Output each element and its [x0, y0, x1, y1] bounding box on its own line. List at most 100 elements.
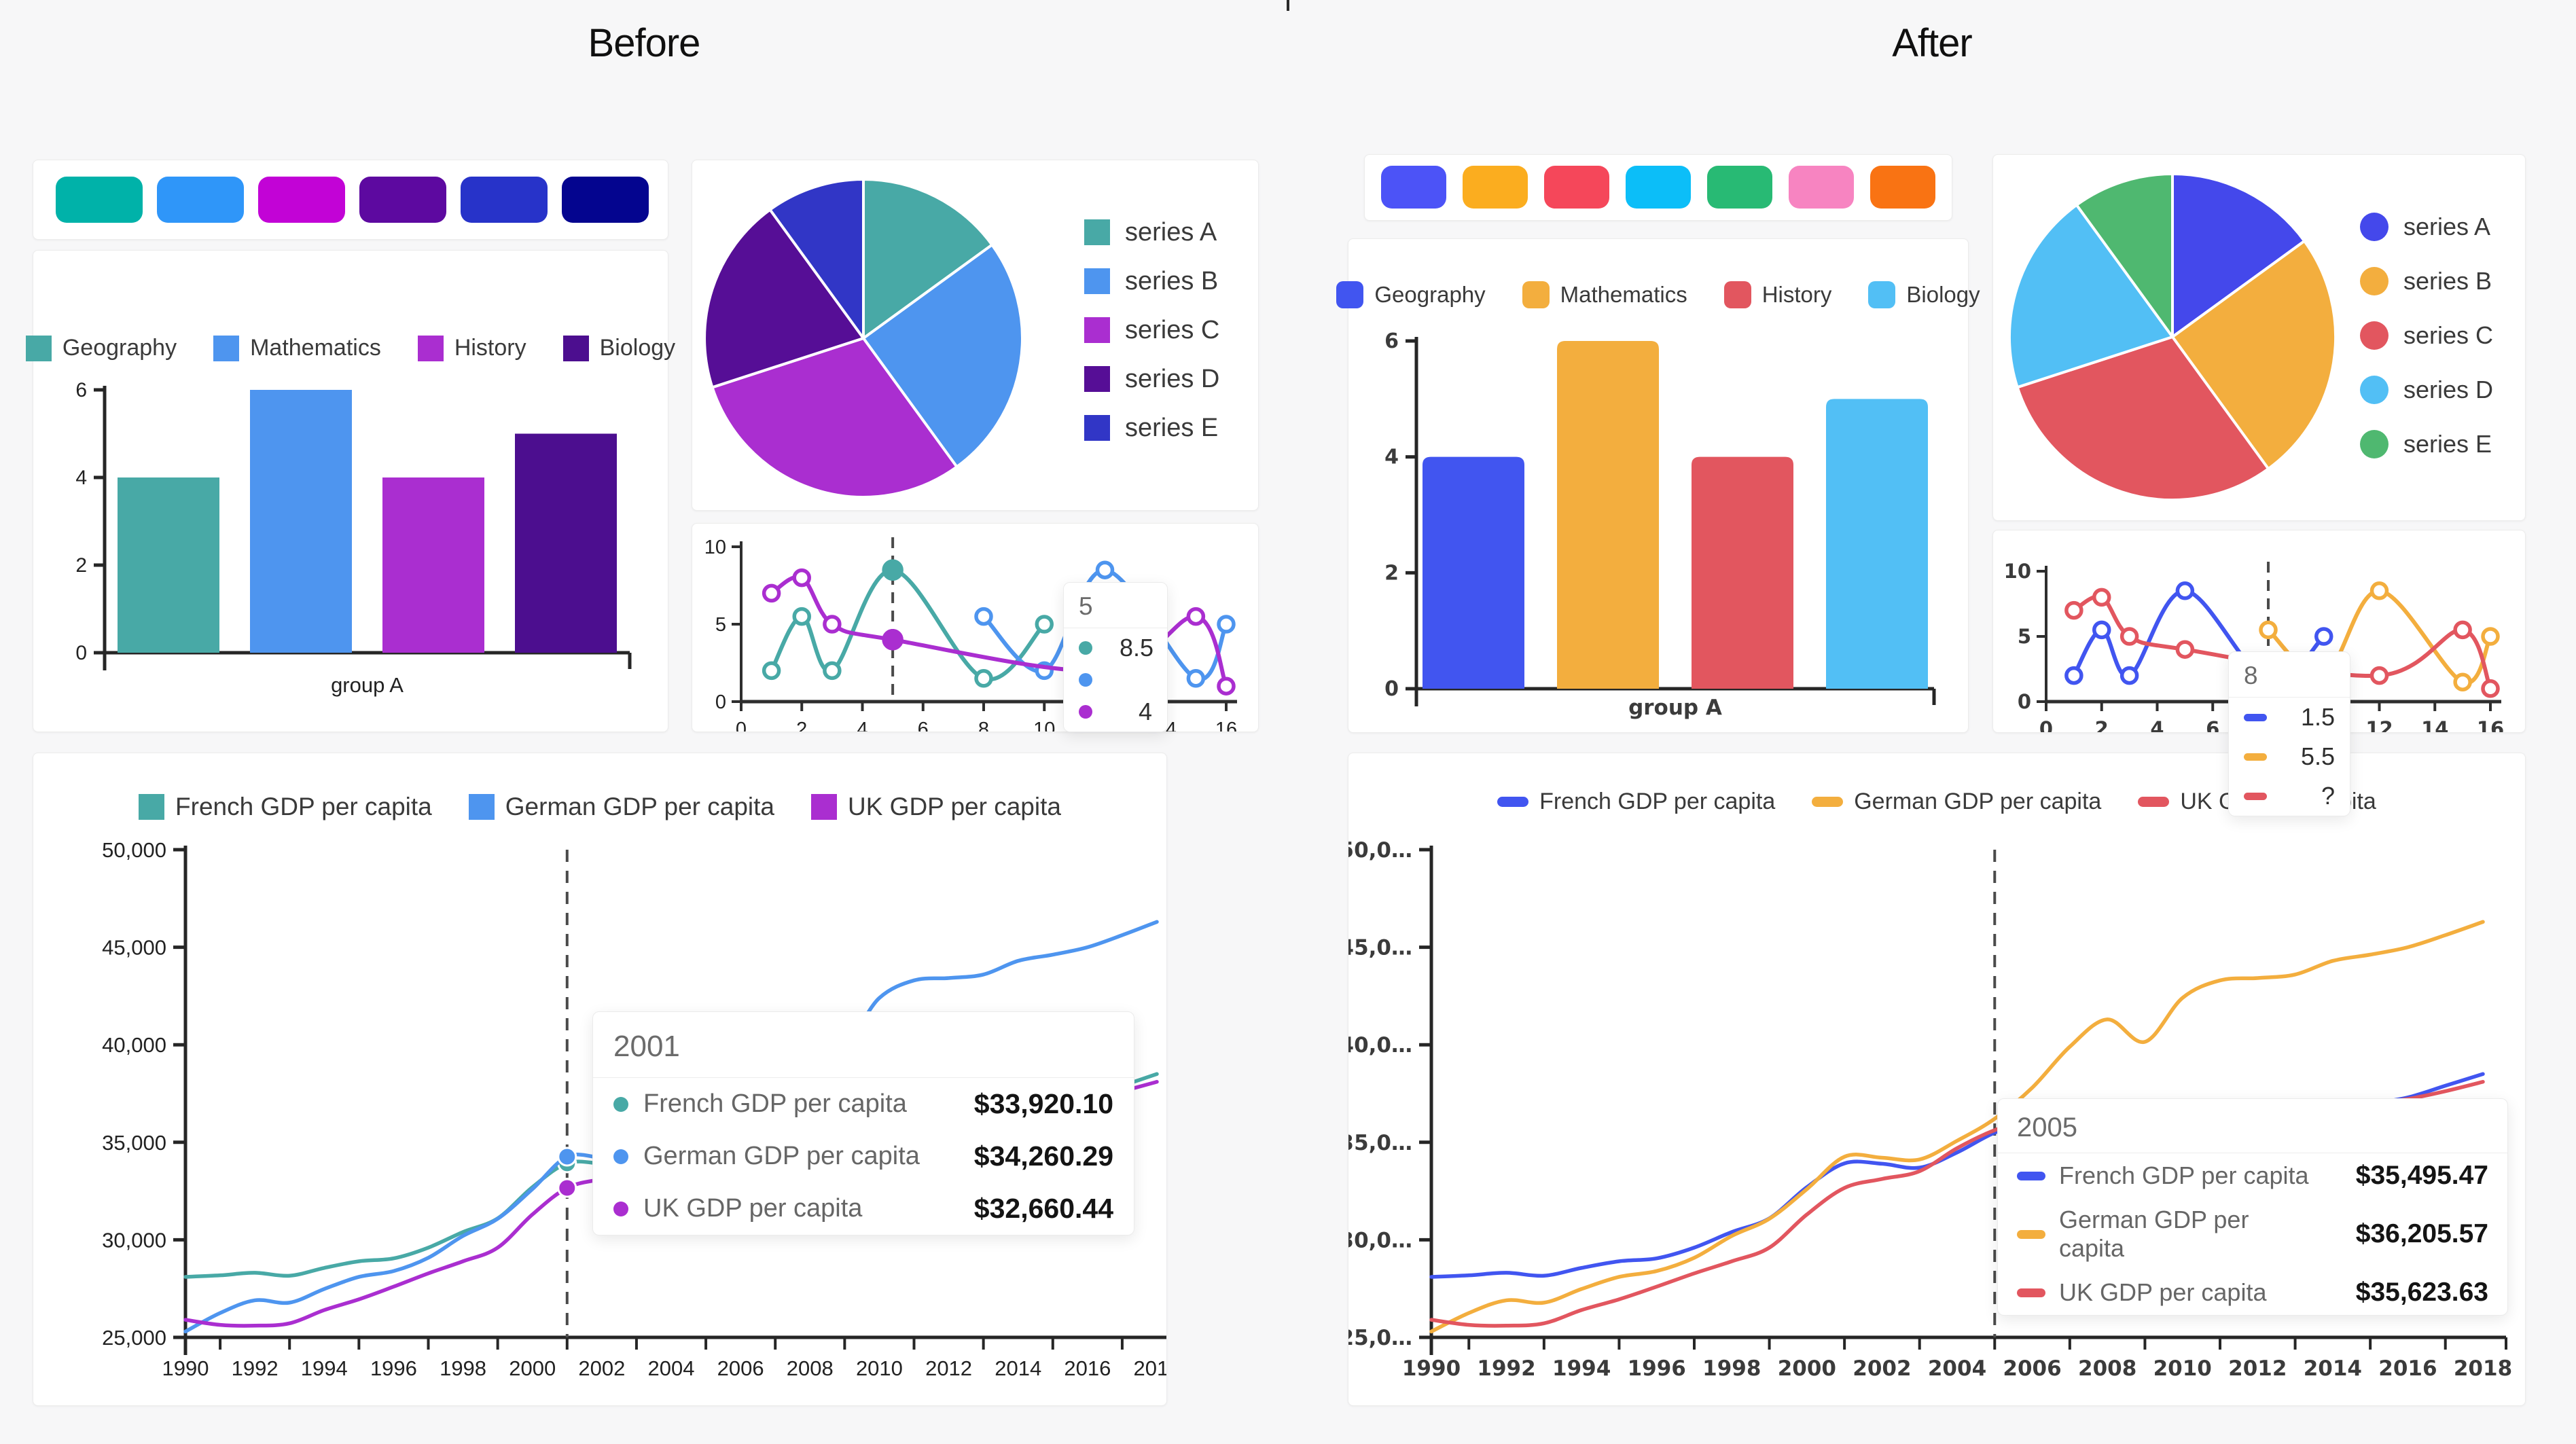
legend-item-biology[interactable]: Biology	[1868, 281, 1980, 308]
legend-item-series-e[interactable]: series E	[2360, 417, 2493, 471]
palette-swatch[interactable]	[1544, 166, 1609, 209]
legend-item-series-e[interactable]: series E	[1084, 403, 1219, 452]
data-point[interactable]	[823, 661, 842, 681]
pie-slice-series-a[interactable]	[862, 178, 994, 340]
palette-swatch[interactable]	[258, 177, 345, 223]
legend-item-biology[interactable]: Biology	[562, 335, 675, 361]
data-point[interactable]	[1217, 676, 1236, 696]
palette-swatch[interactable]	[1381, 166, 1446, 209]
palette-swatch[interactable]	[461, 177, 548, 223]
bar-mathematics[interactable]	[1557, 341, 1659, 689]
bar-history[interactable]	[1692, 456, 1793, 689]
tooltip-series-value: 5.5	[2300, 742, 2335, 770]
legend-item-uk-gdp-per-capita[interactable]: UK GDP per capita	[810, 793, 1061, 821]
legend-item-geography[interactable]: Geography	[1336, 281, 1486, 308]
data-point[interactable]	[2092, 620, 2111, 640]
data-point[interactable]	[1186, 607, 1206, 626]
legend-item-series-d[interactable]: series D	[1084, 355, 1219, 403]
data-point[interactable]	[2369, 581, 2389, 600]
legend-item-series-c[interactable]: series C	[2360, 308, 2493, 363]
legend-item-series-a[interactable]: series A	[2360, 200, 2493, 254]
data-point[interactable]	[882, 559, 904, 581]
palette-swatch[interactable]	[1707, 166, 1772, 209]
data-point[interactable]	[1035, 615, 1054, 634]
palette-swatch[interactable]	[1789, 166, 1854, 209]
bar-mathematics[interactable]	[250, 390, 352, 653]
data-point[interactable]	[762, 661, 781, 681]
legend-item-series-b[interactable]: series B	[2360, 254, 2493, 308]
pie-slice-series-e[interactable]	[2075, 172, 2174, 338]
data-point[interactable]	[882, 629, 904, 651]
data-point[interactable]	[2064, 666, 2083, 685]
palette-swatch[interactable]	[562, 177, 649, 223]
pie-slice-series-d[interactable]	[703, 208, 865, 389]
palette-swatch[interactable]	[1626, 166, 1691, 209]
axis-tick-label: 30,000	[102, 1228, 166, 1252]
data-point[interactable]	[762, 583, 781, 603]
palette-swatch[interactable]	[1463, 166, 1528, 209]
legend-item-series-b[interactable]: series B	[1084, 257, 1219, 306]
legend-item-german-gdp-per-capita[interactable]: German GDP per capita	[1812, 789, 2101, 815]
legend-item-series-a[interactable]: series A	[1084, 208, 1219, 257]
legend-item-series-c[interactable]: series C	[1084, 306, 1219, 355]
bar-biology[interactable]	[1826, 399, 1928, 689]
pie-slice-series-a[interactable]	[2171, 173, 2306, 338]
before-bar-card: Geography Mathematics History Biology 0 2 4 6 gr…	[25, 250, 675, 732]
after-bar-card: Geography Mathematics History Biology 0 2 4 6 gr…	[1336, 238, 1980, 733]
legend-item-german-gdp-per-capita[interactable]: German GDP per capita	[468, 793, 774, 821]
data-point[interactable]	[2369, 666, 2389, 685]
data-point[interactable]	[1186, 669, 1206, 688]
data-point[interactable]	[2119, 627, 2139, 646]
legend-item-mathematics[interactable]: Mathematics	[1522, 281, 1687, 308]
data-point[interactable]	[1095, 560, 1115, 579]
legend-item-history[interactable]: History	[1723, 281, 1831, 308]
legend-item-french-gdp-per-capita[interactable]: French GDP per capita	[139, 793, 432, 821]
after-title: After	[1892, 21, 1973, 65]
data-point[interactable]	[2175, 640, 2195, 659]
data-point[interactable]	[2119, 666, 2139, 685]
axis-tick-label: 16	[2477, 717, 2504, 732]
palette-swatch[interactable]	[157, 177, 244, 223]
data-point[interactable]	[823, 615, 842, 634]
data-point[interactable]	[2453, 672, 2472, 691]
pie-slice-series-d[interactable]	[2007, 203, 2174, 389]
pie-slice-series-c[interactable]	[711, 337, 959, 499]
bar-biology[interactable]	[515, 433, 617, 653]
data-point[interactable]	[2092, 588, 2111, 607]
axis-tick-label: 1994	[301, 1356, 348, 1380]
legend-item-french-gdp-per-capita[interactable]: French GDP per capita	[1497, 789, 1775, 815]
hover-point[interactable]	[557, 1147, 577, 1167]
palette-swatch[interactable]	[1870, 166, 1935, 209]
data-point[interactable]	[2481, 679, 2500, 698]
legend-marker	[2360, 430, 2389, 458]
data-point[interactable]	[2453, 620, 2472, 640]
data-point[interactable]	[2064, 600, 2083, 620]
palette-swatch[interactable]	[56, 177, 143, 223]
bar-geography[interactable]	[1423, 456, 1524, 689]
pie-slice-series-b[interactable]	[2171, 239, 2338, 471]
pie-slice-series-e[interactable]	[768, 178, 865, 340]
legend-item-mathematics[interactable]: Mathematics	[213, 335, 381, 361]
bar-geography[interactable]	[118, 477, 219, 653]
axis-tick-label: 8	[978, 719, 989, 732]
bar-history[interactable]	[382, 477, 484, 653]
data-point[interactable]	[1217, 615, 1236, 634]
before-title: Before	[588, 21, 701, 65]
data-point[interactable]	[2481, 627, 2500, 646]
data-point[interactable]	[974, 669, 993, 688]
pie-slice-series-c[interactable]	[2016, 336, 2270, 502]
data-point[interactable]	[974, 607, 993, 626]
data-point[interactable]	[2259, 620, 2278, 640]
legend-item-series-d[interactable]: series D	[2360, 363, 2493, 417]
data-point[interactable]	[2314, 627, 2333, 646]
legend-item-geography[interactable]: Geography	[25, 335, 177, 361]
legend-item-history[interactable]: History	[417, 335, 526, 361]
tooltip-series-marker	[1079, 673, 1092, 687]
data-point[interactable]	[792, 607, 811, 626]
palette-swatch[interactable]	[359, 177, 446, 223]
data-point[interactable]	[792, 568, 811, 588]
pie-slice-series-b[interactable]	[862, 243, 1024, 469]
data-point[interactable]	[2175, 581, 2195, 600]
hover-point[interactable]	[557, 1178, 577, 1198]
